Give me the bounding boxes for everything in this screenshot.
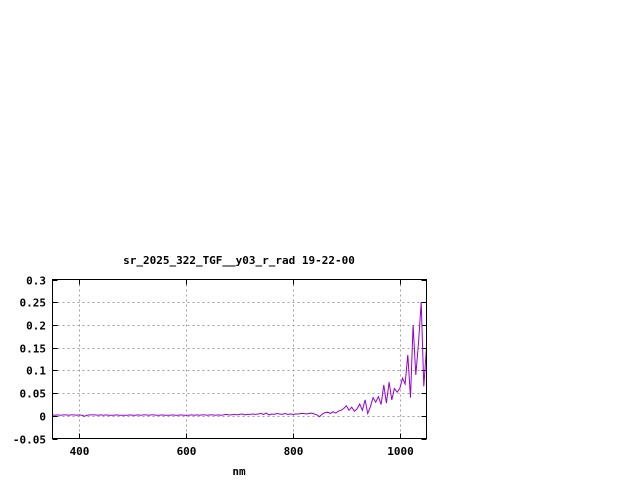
grid <box>52 279 427 439</box>
series-line <box>52 302 427 418</box>
y-tick-label: 0.3 <box>26 275 46 288</box>
y-tick-label: 0.15 <box>20 343 47 356</box>
plot-frame <box>52 279 427 439</box>
y-tick-label: 0 <box>39 411 46 424</box>
y-tick-label: 0.05 <box>20 388 47 401</box>
x-tick-label: 1000 <box>387 445 414 458</box>
y-tick-label: -0.05 <box>13 434 46 447</box>
x-tick-label: 600 <box>177 445 197 458</box>
y-tick-label: 0.25 <box>20 297 47 310</box>
y-tick-label: 0.2 <box>26 320 46 333</box>
y-tick-label: 0.1 <box>26 365 46 378</box>
x-axis-label: nm <box>232 465 246 478</box>
x-tick-label: 400 <box>70 445 90 458</box>
x-tick-label: 800 <box>284 445 304 458</box>
axis-ticks: -0.05 0 0.05 0.1 0.15 0.2 0.25 0.3 400 600 800 1000 <box>13 275 427 458</box>
chart-title: sr_2025_322_TGF__y03_r_rad 19-22-00 <box>123 254 355 267</box>
